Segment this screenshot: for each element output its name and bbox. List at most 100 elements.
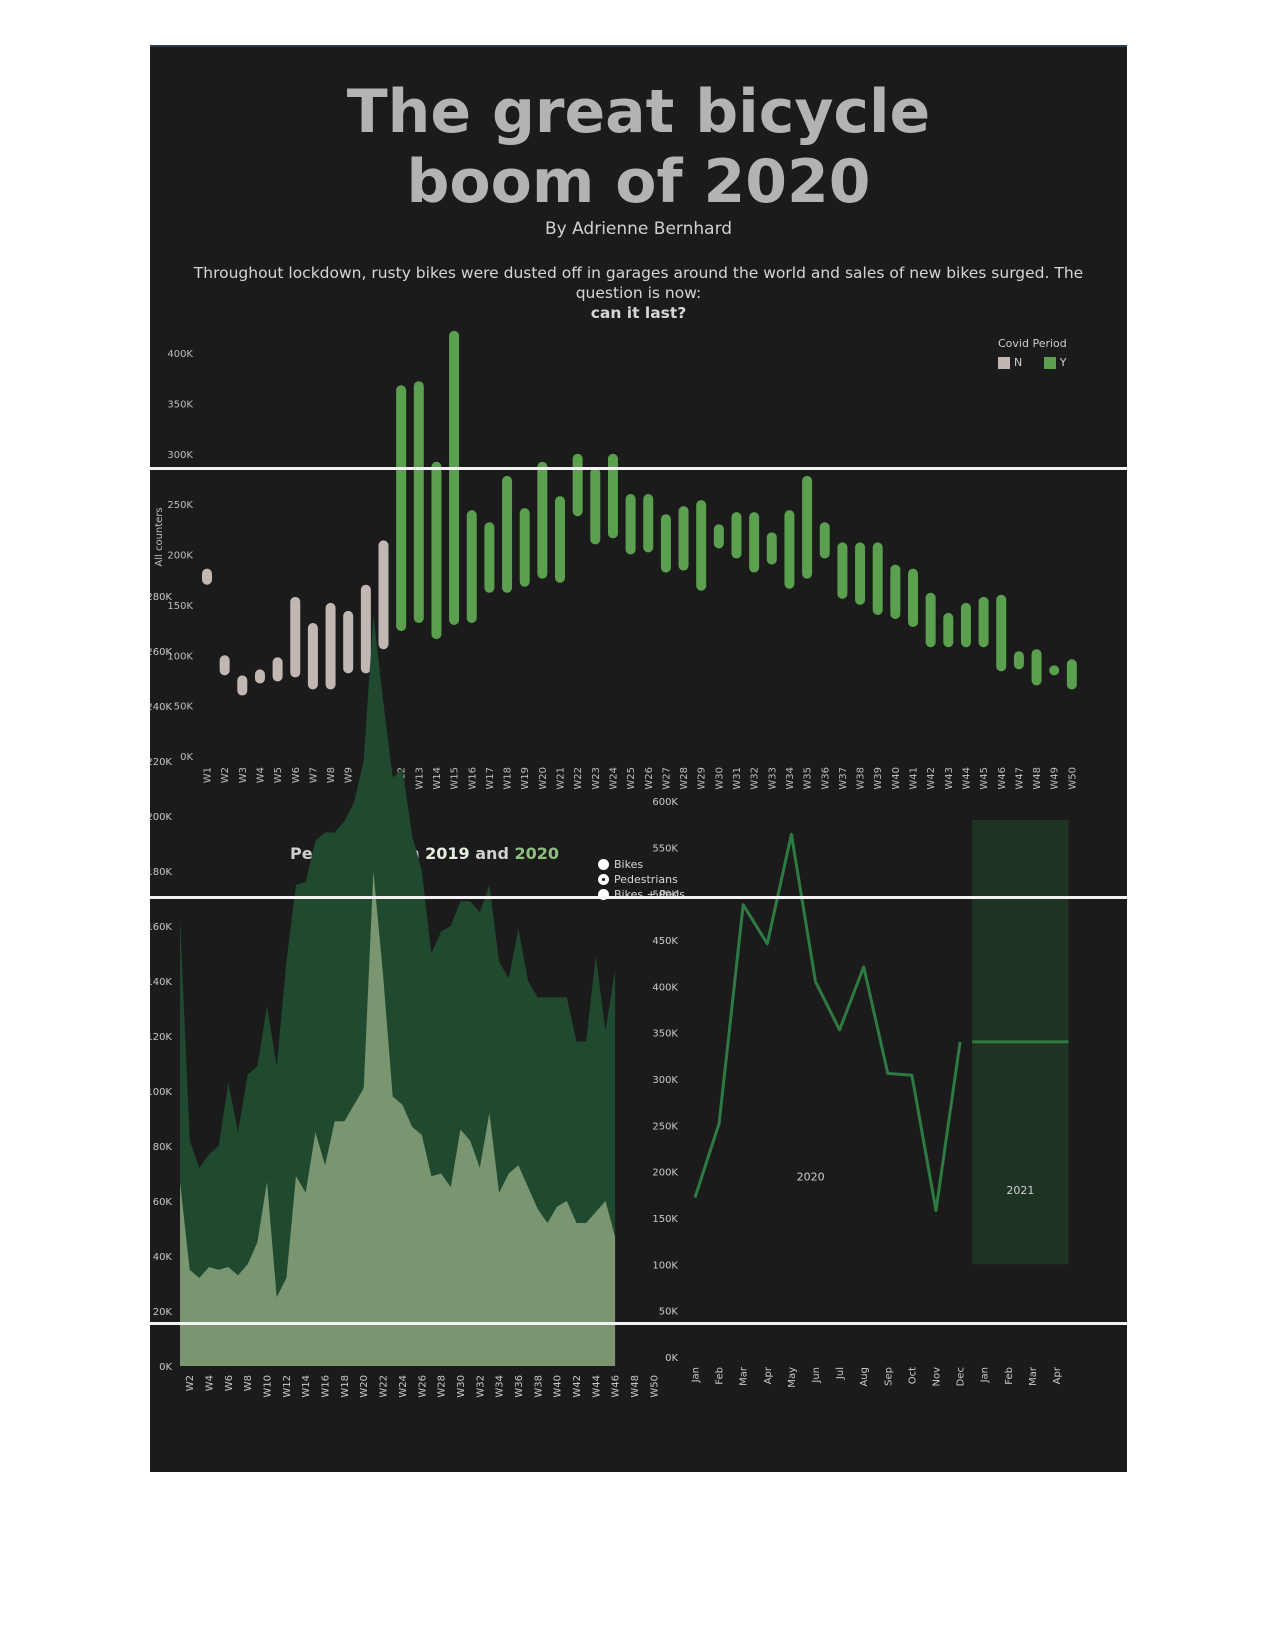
- measure-radio-group[interactable]: Bikes Pedestrians Bikes + Peds: [598, 857, 685, 902]
- x-tick-label: W50: [1067, 767, 1078, 790]
- range-bar-w6: [290, 596, 301, 678]
- range-bar-w27: [660, 514, 671, 573]
- x-tick-label: W29: [697, 767, 708, 790]
- x-tick-label: W1: [203, 767, 214, 783]
- x-tick-label: W42: [926, 767, 937, 790]
- x-tick-label: W44: [591, 1375, 602, 1398]
- x-tick-label: Aug: [859, 1367, 870, 1387]
- range-bar-w19: [519, 508, 530, 587]
- title-line-1: The great bicycle: [346, 77, 931, 147]
- legend-item-n[interactable]: N: [998, 356, 1022, 369]
- annotation-2020: 2020: [797, 1170, 825, 1183]
- x-tick-label: W40: [891, 767, 902, 790]
- radio-pedestrians-dot[interactable]: [598, 874, 609, 885]
- range-bar-w16: [466, 510, 477, 624]
- x-tick-label: W39: [873, 767, 884, 790]
- range-bar-w24: [607, 453, 618, 539]
- x-tick-label: W40: [553, 1375, 564, 1398]
- range-bar-w34: [784, 510, 795, 589]
- x-tick-label: W7: [308, 767, 319, 783]
- y-tick-label: 100K: [167, 651, 193, 662]
- range-bar-w41: [908, 568, 918, 628]
- x-tick-label: Dec: [956, 1367, 967, 1386]
- radio-pedestrians[interactable]: Pedestrians: [598, 872, 685, 887]
- range-bar-w48: [1031, 649, 1042, 686]
- range-bar-w30: [713, 524, 724, 549]
- y-tick-label: 250K: [167, 500, 193, 511]
- ped-title-year-2019: 2019: [425, 844, 470, 863]
- y-tick-label: 150K: [652, 1214, 678, 1225]
- x-tick-label: W34: [785, 767, 796, 790]
- y-tick-label: 220K: [150, 757, 172, 768]
- y-tick-label: 350K: [652, 1029, 678, 1040]
- weekly-range-chart: 0K 50K 100K 150K 200K 250K 300K 350K 400K All cou…: [154, 330, 1078, 790]
- range-bar-w8: [325, 602, 336, 690]
- pedestrians-area-chart: 0K 20K 40K 60K 80K 100K 120K 140K 160K 180K 200K 22…: [150, 592, 660, 1398]
- radio-bikes-peds-dot[interactable]: [598, 889, 609, 900]
- x-tick-label: W48: [1032, 767, 1043, 790]
- range-bar-w37: [837, 542, 848, 599]
- y-tick-label: 200K: [167, 551, 193, 562]
- x-tick-label: W36: [514, 1375, 525, 1398]
- x-tick-label: W17: [485, 767, 496, 790]
- range-bar-w33: [766, 532, 777, 565]
- y-tick-label: 140K: [150, 977, 172, 988]
- annotation-2021: 2021: [1006, 1184, 1034, 1197]
- x-tick-label: W3: [238, 767, 249, 783]
- x-tick-label: W24: [608, 767, 619, 790]
- panel-seam-3: [150, 1322, 1127, 1325]
- radio-pedestrians-label: Pedestrians: [614, 873, 678, 886]
- range-bar-w12: [396, 385, 407, 632]
- x-tick-label: W32: [750, 767, 761, 790]
- x-tick-label: W28: [679, 767, 690, 790]
- top-border: [150, 45, 1127, 47]
- radio-bikes-dot[interactable]: [598, 859, 609, 870]
- x-tick-label: W2: [220, 767, 231, 783]
- covid-legend[interactable]: Covid Period N Y: [998, 337, 1084, 369]
- x-tick-label: Feb: [1004, 1367, 1015, 1385]
- x-tick-label: W24: [398, 1375, 409, 1398]
- x-tick-label: Apr: [1052, 1366, 1063, 1384]
- y-tick-label: 50K: [659, 1307, 679, 1318]
- x-tick-label: W14: [301, 1375, 312, 1398]
- legend-label-n: N: [1014, 356, 1023, 369]
- x-tick-label: Nov: [932, 1367, 943, 1387]
- range-bar-w40: [890, 564, 901, 619]
- range-bar-w4: [254, 669, 265, 684]
- x-tick-label: W18: [340, 1375, 351, 1398]
- title-line-2: boom of 2020: [406, 147, 871, 217]
- x-tick-label: W32: [475, 1375, 486, 1398]
- range-bar-w23: [590, 467, 601, 545]
- x-tick-label: Feb: [715, 1367, 726, 1385]
- monthly-line-chart: 0K 50K 100K 150K 200K 250K 300K 350K 400K 450K 500…: [652, 797, 1069, 1388]
- x-tick-label: W13: [414, 767, 425, 790]
- x-tick-label: W19: [520, 767, 531, 790]
- y-tick-label: 0K: [159, 1362, 172, 1373]
- panel-seam-1: [150, 467, 1127, 470]
- x-tick-label: W37: [838, 767, 849, 790]
- x-tick-label: W8: [243, 1375, 254, 1391]
- x-tick-label: W30: [714, 767, 725, 790]
- y-tick-label: 160K: [150, 922, 172, 933]
- range-bar-w32: [749, 512, 760, 573]
- legend-item-y[interactable]: Y: [1043, 356, 1066, 369]
- x-tick-label: W21: [556, 767, 567, 790]
- range-bar-w45: [978, 596, 989, 648]
- legend-title: Covid Period: [998, 337, 1067, 350]
- y-tick-label: 280K: [150, 592, 172, 603]
- radio-bikes-label: Bikes: [614, 858, 644, 871]
- radio-bikes[interactable]: Bikes: [598, 857, 685, 872]
- x-tick-label: W35: [803, 767, 814, 790]
- x-tick-label: W45: [979, 767, 990, 790]
- x-tick-label: W16: [321, 1375, 332, 1398]
- x-tick-label: W25: [626, 767, 637, 790]
- legend-swatch-y: [1043, 357, 1056, 369]
- range-bar-w43: [943, 612, 954, 648]
- x-tick-label: W22: [573, 767, 584, 790]
- y-tick-label: 0K: [180, 752, 193, 763]
- x-tick-label: W2: [185, 1375, 196, 1391]
- x-tick-label: W22: [379, 1375, 390, 1398]
- range-bar-w14: [431, 461, 442, 640]
- range-bar-w39: [872, 542, 883, 615]
